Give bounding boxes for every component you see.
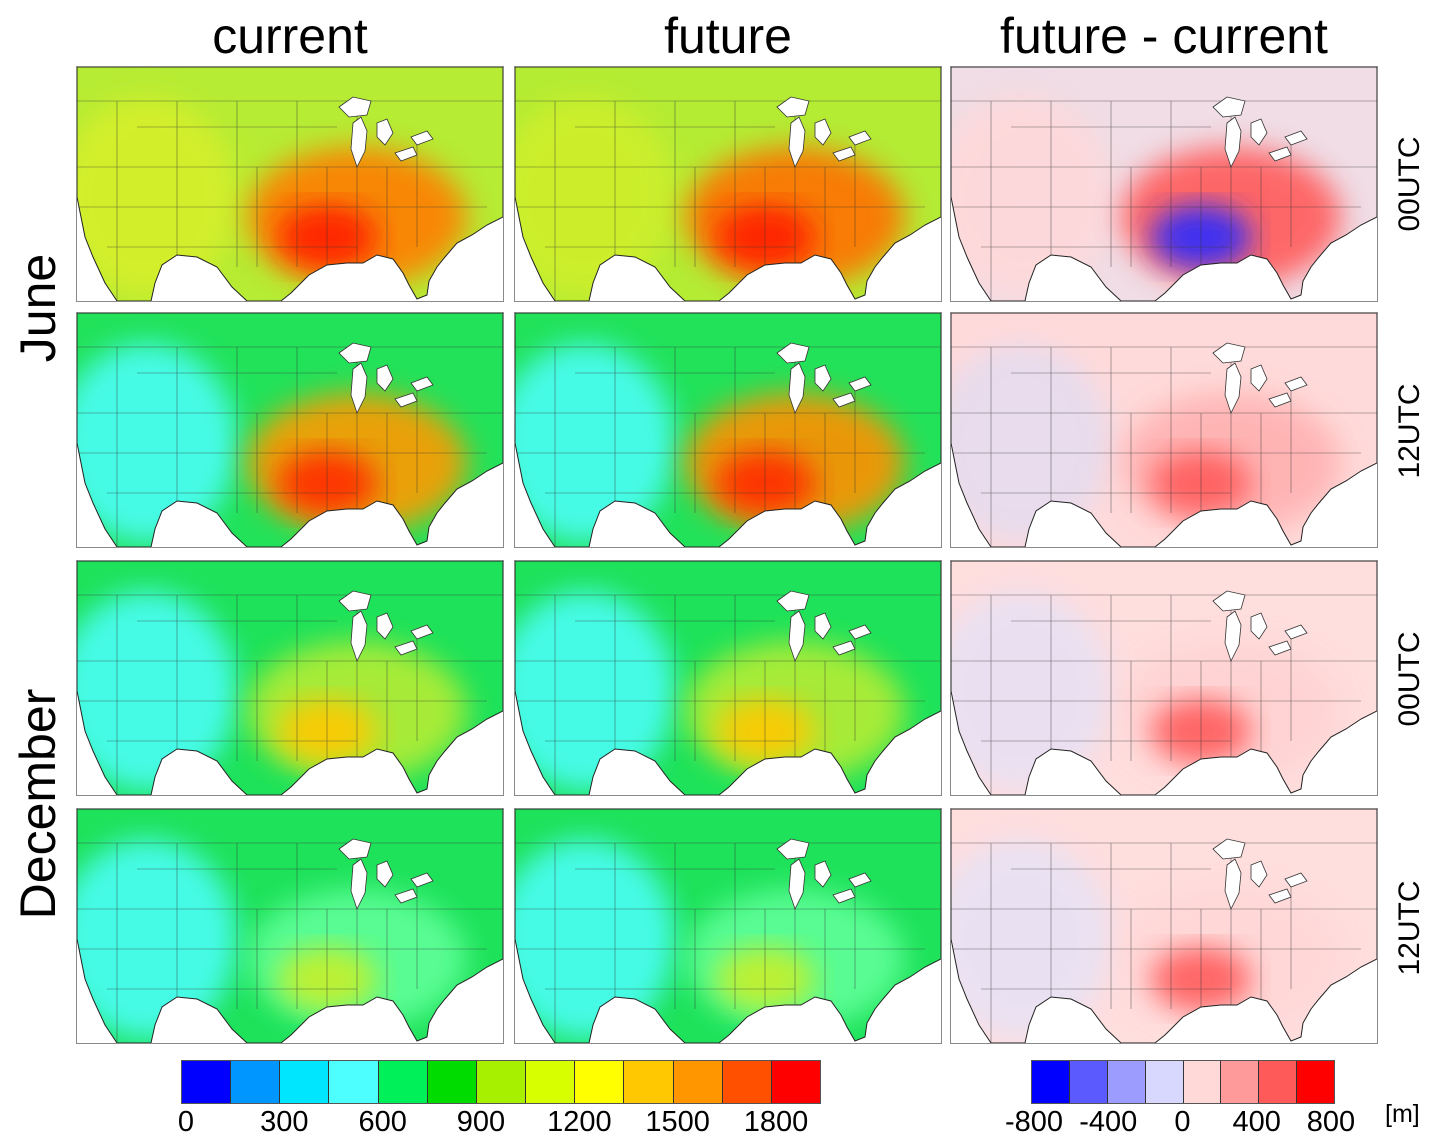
colorbar-swatch [182,1061,232,1103]
colorbar-swatch [378,1061,428,1103]
colorbar-swatch [1259,1061,1298,1103]
colorbar-tick-label: 300 [260,1106,309,1138]
colorbar-swatch [476,1061,527,1103]
colorbar-difference [1031,1060,1335,1104]
map-panel [514,808,942,1044]
time-label-row-3: 00UTC [1380,560,1439,798]
map-panel [950,312,1378,548]
colorbar-tick-label: 900 [456,1106,506,1138]
row-label-june-text: June [10,253,66,363]
colorbar-swatch [722,1061,772,1103]
row-label-december: December [0,560,76,1048]
colorbar-tick-label: 600 [358,1106,407,1138]
time-label-row-1-text: 00UTC [1392,136,1426,232]
colorbar-swatch [673,1061,723,1103]
us-map [77,561,503,795]
row-label-june: June [0,66,76,550]
us-map [951,809,1377,1043]
time-label-row-3-text: 00UTC [1392,631,1426,727]
map-panel [950,808,1378,1044]
unit-label: [m] [1385,1100,1420,1128]
map-panel [950,560,1378,796]
colorbar-swatch [280,1061,330,1103]
colorbar-tick-label: 1500 [645,1106,710,1138]
us-map [77,313,503,547]
us-map [515,67,941,301]
colorbar-swatch [329,1061,379,1103]
us-map [77,809,503,1043]
us-map [951,561,1377,795]
colorbar-tick-label: 400 [1232,1106,1281,1138]
map-panel [950,66,1378,302]
time-label-row-4: 12UTC [1380,808,1439,1048]
time-label-row-2-text: 12UTC [1392,383,1426,479]
us-map [515,809,941,1043]
colorbar-swatch [1107,1061,1146,1103]
colorbar-swatch [526,1061,576,1103]
map-panel [514,312,942,548]
colorbar-height [181,1060,821,1104]
time-label-row-2: 12UTC [1380,312,1439,550]
time-label-row-4-text: 12UTC [1392,880,1426,976]
colorbar-tick-label: -400 [1079,1106,1138,1138]
column-title-difference: future - current [1000,8,1328,64]
colorbar-tick-label: 0 [1174,1106,1191,1138]
colorbar-swatch [1032,1061,1070,1103]
us-map [515,313,941,547]
map-panel [76,312,504,548]
colorbar-tick-label: 1800 [743,1106,809,1138]
map-panel [514,560,942,796]
time-label-row-1: 00UTC [1380,66,1439,302]
column-title-current: current [212,8,368,64]
colorbar-tick-label: -800 [1004,1106,1064,1138]
map-panel [514,66,942,302]
colorbar-swatch [1297,1061,1334,1103]
colorbar-swatch [1145,1061,1184,1103]
map-panel [76,560,504,796]
colorbar-swatch [1069,1061,1108,1103]
colorbar-tick-label: 0 [177,1106,195,1138]
map-panel [76,808,504,1044]
column-title-future: future [664,8,792,64]
us-map [515,561,941,795]
map-panel [76,66,504,302]
us-map [951,313,1377,547]
colorbar-swatch [1221,1061,1260,1103]
colorbar-tick-label: 1200 [547,1106,612,1138]
colorbar-swatch [624,1061,674,1103]
colorbar-swatch [427,1061,477,1103]
colorbar-swatch [231,1061,281,1103]
colorbar-swatch [1183,1061,1222,1103]
us-map [77,67,503,301]
us-map [951,67,1377,301]
colorbar-swatch [575,1061,625,1103]
colorbar-tick-label: 800 [1306,1106,1356,1138]
colorbar-swatch [771,1061,821,1103]
row-label-december-text: December [10,688,66,920]
